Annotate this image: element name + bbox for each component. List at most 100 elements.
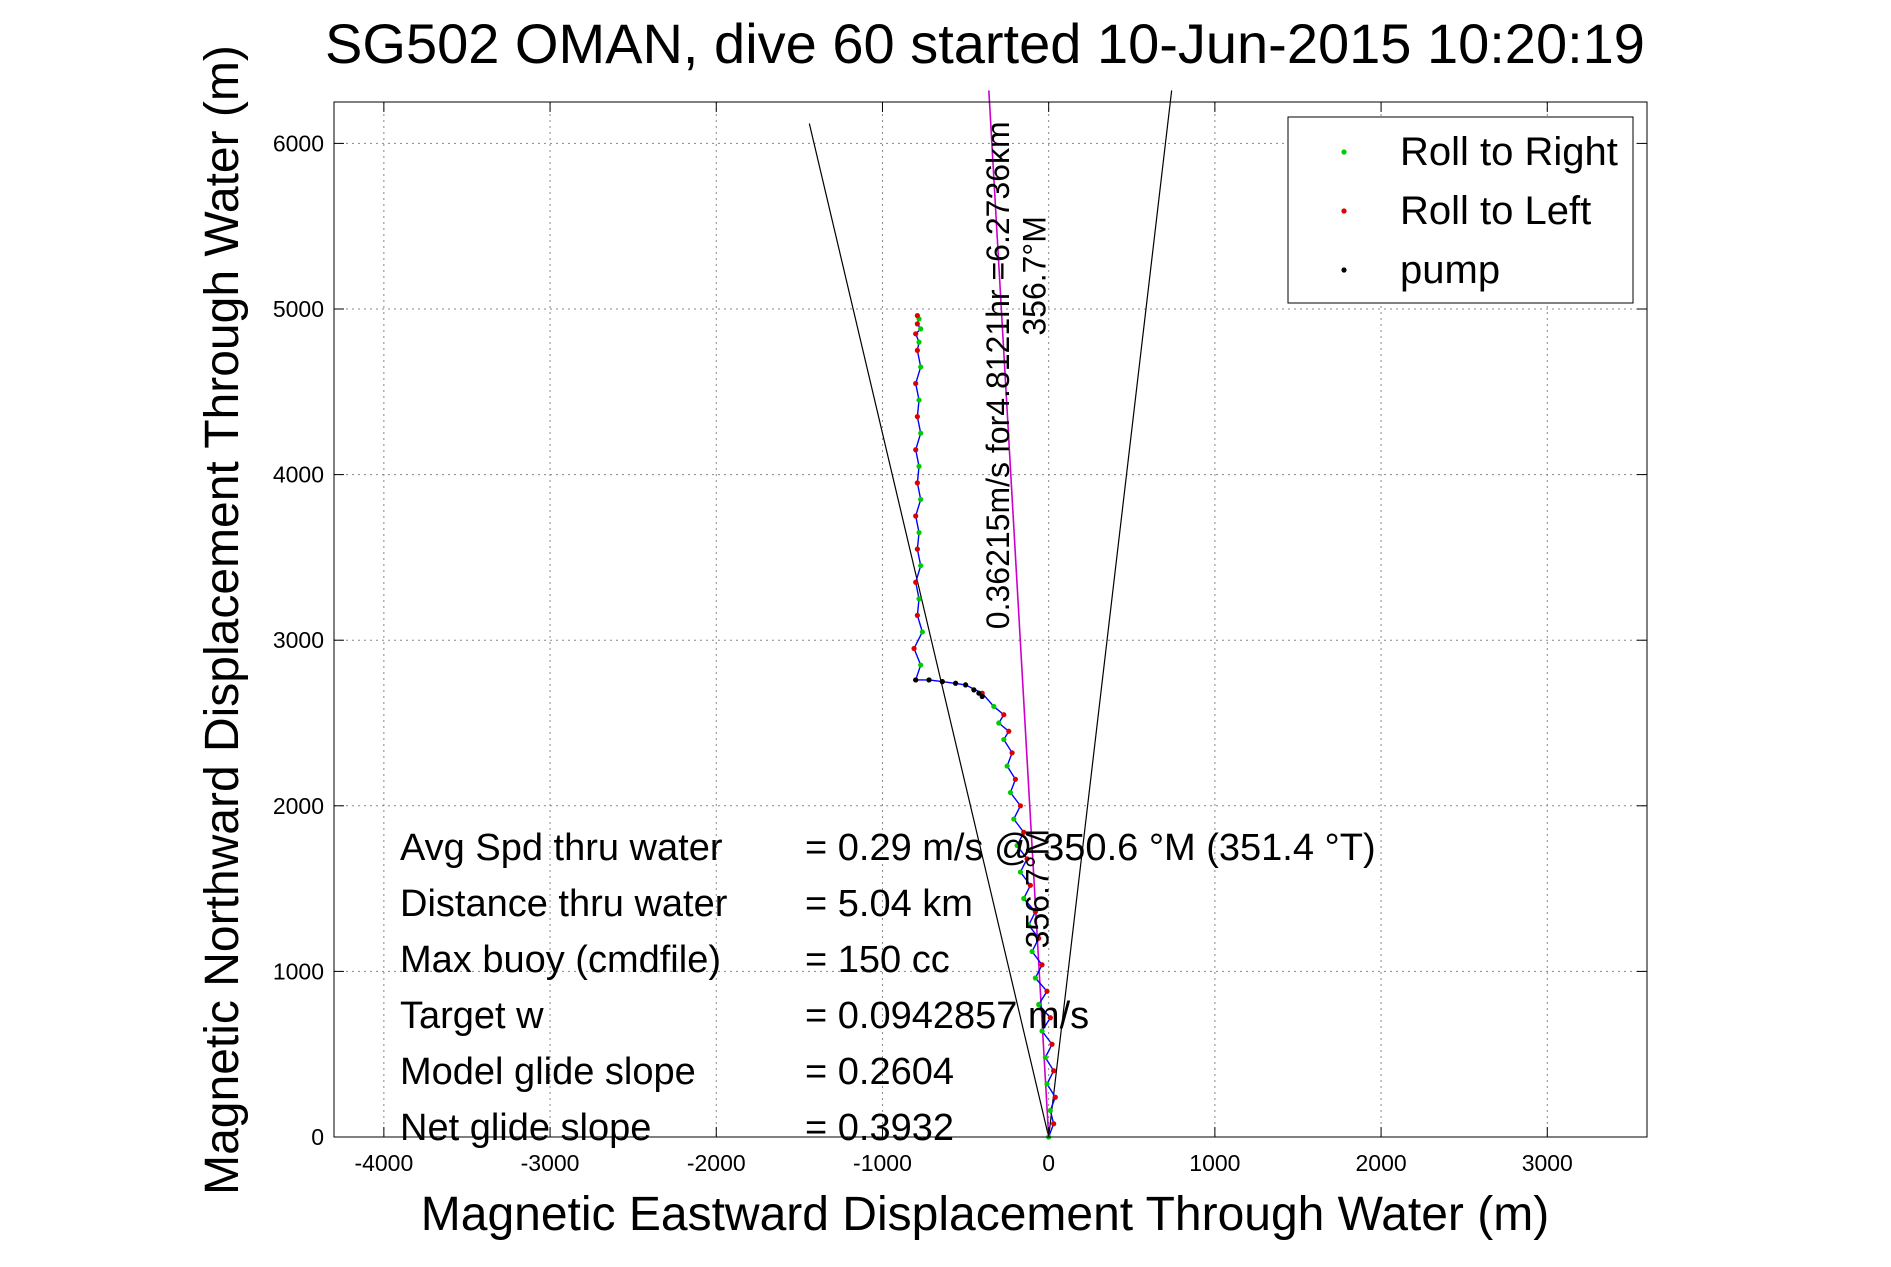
track-layer — [913, 315, 1057, 1138]
roll-left-point — [913, 331, 919, 337]
roll-left-point — [914, 480, 920, 486]
heading-line — [988, 90, 1050, 1138]
roll-right-point — [1039, 1028, 1045, 1034]
roll-right-point — [1026, 922, 1032, 928]
stat-label: Net glide slope — [400, 1107, 651, 1149]
y-axis-label: Magnetic Northward Displacement Through … — [196, 45, 249, 1195]
roll-right-point — [1029, 948, 1035, 955]
heading-layer — [988, 90, 1050, 1138]
track-line — [913, 315, 1057, 1138]
roll-right-point — [918, 430, 924, 436]
roll-left-point — [1001, 712, 1007, 718]
cone-layer — [808, 90, 1173, 1138]
stat-value: = 150 cc — [805, 939, 950, 981]
stat-value: = 5.04 km — [805, 883, 973, 925]
y-tick-label: 2000 — [273, 793, 324, 819]
roll-right-point — [1036, 1001, 1042, 1008]
roll-right-point — [1011, 816, 1017, 822]
pump-point — [971, 687, 977, 693]
roll-right-point — [996, 720, 1002, 726]
roll-left-point — [913, 513, 919, 519]
roll-left-point — [914, 313, 920, 319]
stat-label: Target w — [400, 995, 544, 1037]
legend-label: pump — [1400, 248, 1500, 292]
roll-left-point — [1017, 803, 1024, 809]
y-tick-label: 1000 — [273, 958, 324, 984]
roll-left-point — [911, 645, 917, 652]
tick-marks — [334, 102, 1647, 1138]
roll-right-point — [1004, 763, 1010, 769]
roll-left-point — [1052, 1094, 1058, 1100]
roll-right-point — [916, 596, 922, 602]
x-axis-label: Magnetic Eastward Displacement Through W… — [421, 1188, 1549, 1241]
stat-label: Avg Spd thru water — [400, 827, 723, 869]
roll-left-point — [1024, 856, 1030, 862]
roll-right-point — [918, 496, 924, 503]
roll-left-point — [1012, 776, 1019, 782]
roll-right-point — [1032, 975, 1038, 981]
roll-right-point — [918, 662, 924, 668]
stat-value: = 0.0942857 m/s — [805, 995, 1089, 1037]
stats-layer: Avg Spd thru water = 0.29 m/s @ 350.6 °M … — [400, 827, 1376, 1149]
roll-right-point — [1014, 842, 1020, 849]
roll-right-point — [1042, 1054, 1048, 1061]
roll-right-point — [1044, 1081, 1050, 1087]
roll-left-point — [1027, 882, 1033, 888]
roll-right-point — [1047, 1107, 1053, 1114]
roll-left-point — [913, 380, 919, 387]
legend-marker — [1341, 208, 1347, 214]
annotation-label: 0.36215m/s for4.8121hr =6.2736km — [980, 121, 1016, 629]
roll-left-point — [1044, 988, 1050, 994]
roll-left-point — [1047, 1015, 1053, 1021]
pump-point — [926, 677, 932, 683]
legend-entries: Roll to Right Roll to Left pump — [1341, 130, 1618, 292]
x-tick-label: -1000 — [853, 1150, 912, 1176]
x-tick-labels: -4000 -3000 -2000 -1000 0 1000 2000 3000 — [354, 1150, 1572, 1176]
annotation-label: 356.7°M — [1020, 829, 1056, 949]
roll-right-point — [916, 397, 922, 403]
roll-left-point — [914, 612, 920, 618]
y-tick-label: 6000 — [273, 130, 324, 156]
roll-right-point — [1007, 789, 1014, 796]
roll-left-point — [1021, 829, 1027, 835]
legend-label: Roll to Left — [1400, 189, 1591, 233]
annotation-label: 356.7°M — [1016, 216, 1052, 336]
roll-right-point — [991, 703, 997, 710]
stat-value: = 0.2604 — [805, 1051, 954, 1093]
x-tick-label: -2000 — [687, 1150, 746, 1176]
roll-left-point — [914, 414, 920, 420]
y-tick-label: 4000 — [273, 462, 324, 488]
roll-left-point — [1039, 962, 1045, 968]
roll-left-point — [1009, 750, 1015, 756]
stat-value: = 0.29 m/s @ 350.6 °M (351.4 °T) — [805, 827, 1376, 869]
roll-left-point — [1036, 935, 1042, 941]
y-tick-label: 5000 — [273, 296, 324, 322]
x-tick-label: 1000 — [1189, 1150, 1240, 1176]
roll-left-point — [914, 546, 920, 552]
cone-left-line — [808, 123, 1050, 1138]
y-tick-label: 0 — [311, 1124, 324, 1150]
x-tick-label: -3000 — [521, 1150, 580, 1176]
roll-left-point — [1049, 1041, 1055, 1047]
roll-right-point — [918, 326, 924, 332]
annotation-layer: 356.7°M0.36215m/s for4.8121hr =6.2736km3… — [980, 121, 1056, 948]
roll-right-point — [916, 339, 922, 345]
roll-left-point — [913, 447, 919, 453]
x-tick-label: 3000 — [1522, 1150, 1573, 1176]
roll-right-point — [918, 563, 924, 569]
x-tick-label: 0 — [1042, 1150, 1055, 1176]
stat-label: Model glide slope — [400, 1051, 696, 1093]
pump-point — [913, 677, 919, 683]
x-tick-label: 2000 — [1355, 1150, 1406, 1176]
pump-point — [952, 680, 959, 686]
y-tick-labels: 0 1000 2000 3000 4000 5000 6000 — [273, 130, 324, 1150]
plot-frame — [333, 101, 1648, 1138]
roll-left-point — [1051, 1068, 1057, 1074]
roll-right-point — [1017, 869, 1024, 875]
roll-right-point — [918, 364, 924, 370]
pump-point — [962, 682, 969, 688]
roll-right-point — [1021, 895, 1027, 902]
pump-point — [979, 693, 985, 700]
